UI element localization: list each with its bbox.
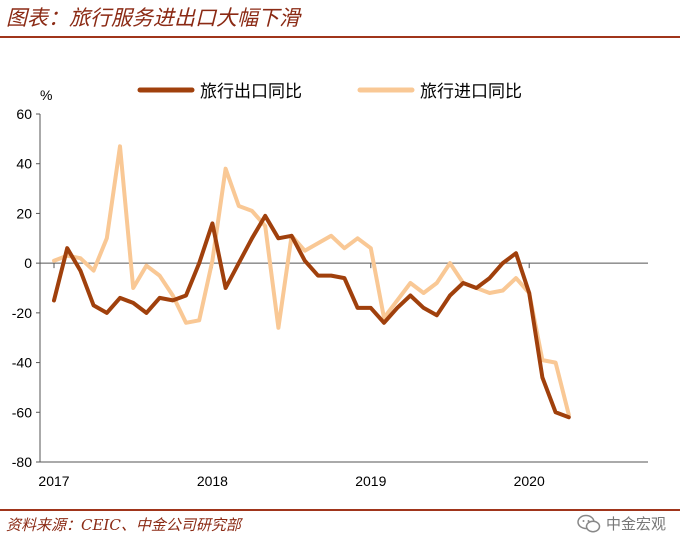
y-tick-label: 0 [24,255,32,271]
y-tick-label: 60 [16,106,32,122]
source-note: 资料来源：CEIC、中金公司研究部 [6,516,241,534]
y-tick-label: 40 [16,156,32,172]
chart-title: 图表：旅行服务进出口大幅下滑 [6,6,300,30]
y-tick-label: -20 [12,305,32,321]
x-tick-label: 2017 [38,473,69,489]
y-axis-unit-label: % [40,87,52,103]
wechat-icon [577,514,601,532]
legend-label-export: 旅行出口同比 [200,82,302,101]
legend-label-import: 旅行进口同比 [420,82,522,101]
watermark: 中金宏观 [577,513,666,534]
y-tick-label: -40 [12,355,32,371]
line-chart: 旅行出口同比 旅行进口同比 % 60 40 20 0 -20 -40 -60 -80 2017 2… [12,82,648,489]
y-tick-label: 20 [16,205,32,221]
header-rule [0,36,680,38]
y-tick-label: -80 [12,454,32,470]
series-line-export [52,213,571,420]
x-tick-label: 2020 [514,473,545,489]
y-tick-label: -60 [12,404,32,420]
footer-rule [0,509,680,511]
watermark-text: 中金宏观 [605,515,666,533]
x-tick-label: 2019 [355,473,386,489]
series-line-import [52,144,571,417]
x-tick-label: 2018 [197,473,228,489]
